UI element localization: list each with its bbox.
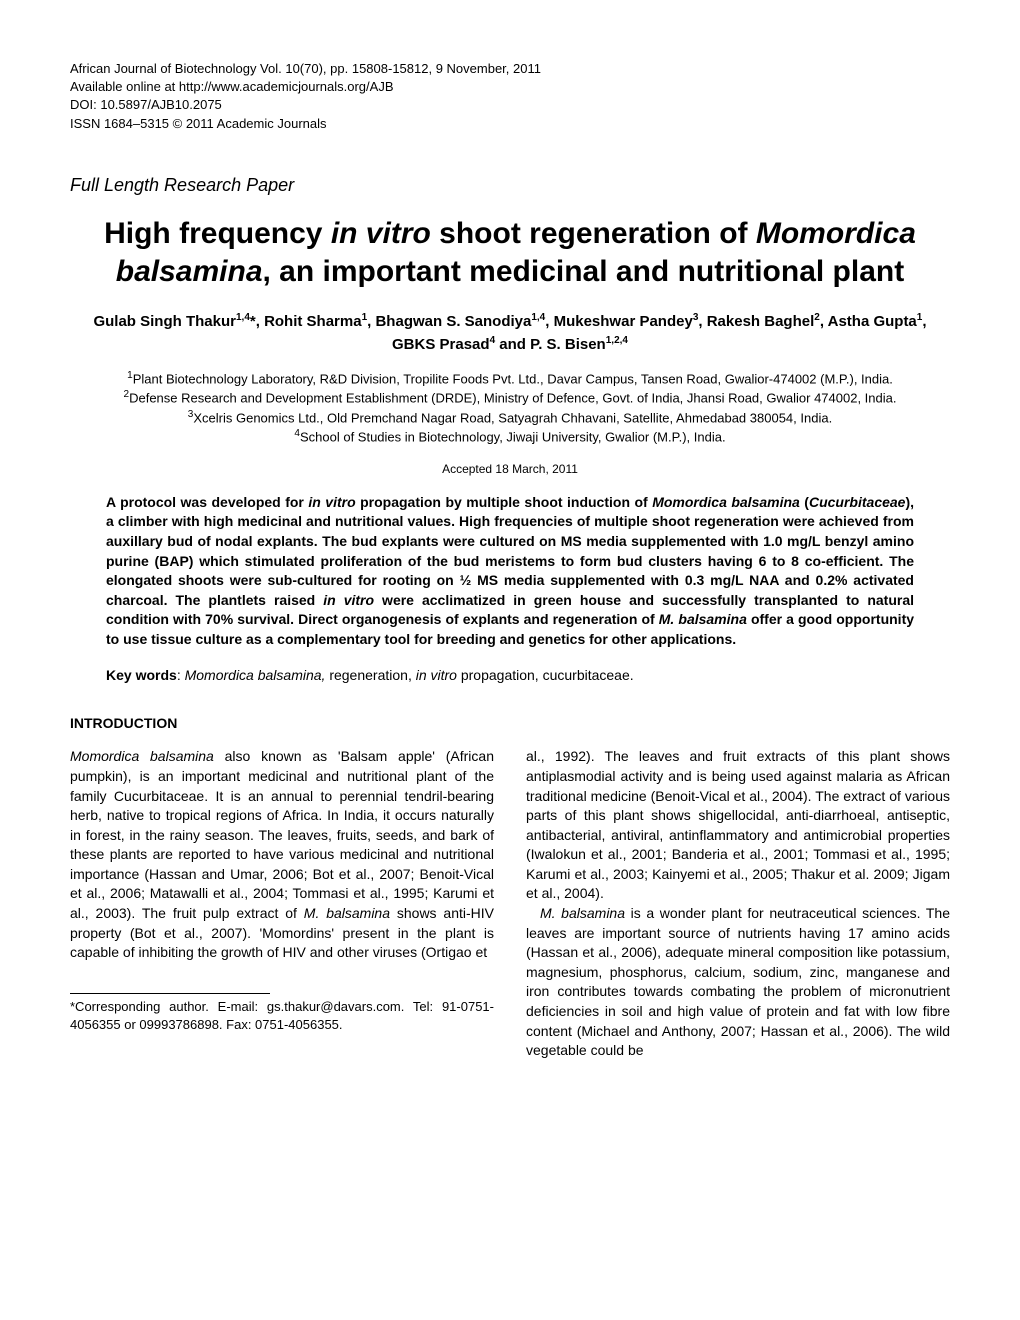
affiliation-4: 4School of Studies in Biotechnology, Jiw… <box>70 427 950 447</box>
footnote-divider <box>70 993 270 994</box>
paper-type: Full Length Research Paper <box>70 173 950 197</box>
journal-header: African Journal of Biotechnology Vol. 10… <box>70 60 950 133</box>
keywords-label: Key words <box>106 667 177 683</box>
journal-issn: ISSN 1684–5315 © 2011 Academic Journals <box>70 115 950 133</box>
intro-paragraph-left: Momordica balsamina also known as 'Balsa… <box>70 747 494 963</box>
affiliation-3: 3Xcelris Genomics Ltd., Old Premchand Na… <box>70 408 950 428</box>
column-left: Momordica balsamina also known as 'Balsa… <box>70 747 494 1061</box>
corresponding-author-footnote: *Corresponding author. E-mail: gs.thakur… <box>70 998 494 1034</box>
affiliation-2: 2Defense Research and Development Establ… <box>70 388 950 408</box>
body-columns: Momordica balsamina also known as 'Balsa… <box>70 747 950 1061</box>
journal-url: Available online at http://www.academicj… <box>70 78 950 96</box>
keywords-text: : Momordica balsamina, regeneration, in … <box>177 667 634 683</box>
affiliation-1: 1Plant Biotechnology Laboratory, R&D Div… <box>70 369 950 389</box>
keywords: Key words: Momordica balsamina, regenera… <box>106 666 914 685</box>
journal-doi: DOI: 10.5897/AJB10.2075 <box>70 96 950 114</box>
column-right: al., 1992). The leaves and fruit extract… <box>526 747 950 1061</box>
abstract: A protocol was developed for in vitro pr… <box>106 493 914 650</box>
introduction-heading: INTRODUCTION <box>70 714 950 733</box>
intro-paragraph-right-2: M. balsamina is a wonder plant for neutr… <box>526 904 950 1061</box>
affiliations: 1Plant Biotechnology Laboratory, R&D Div… <box>70 369 950 447</box>
journal-citation: African Journal of Biotechnology Vol. 10… <box>70 60 950 78</box>
paper-title: High frequency in vitro shoot regenerati… <box>70 215 950 290</box>
accepted-date: Accepted 18 March, 2011 <box>70 461 950 477</box>
intro-paragraph-right-1: al., 1992). The leaves and fruit extract… <box>526 747 950 904</box>
authors: Gulab Singh Thakur1,4*, Rohit Sharma1, B… <box>70 310 950 357</box>
